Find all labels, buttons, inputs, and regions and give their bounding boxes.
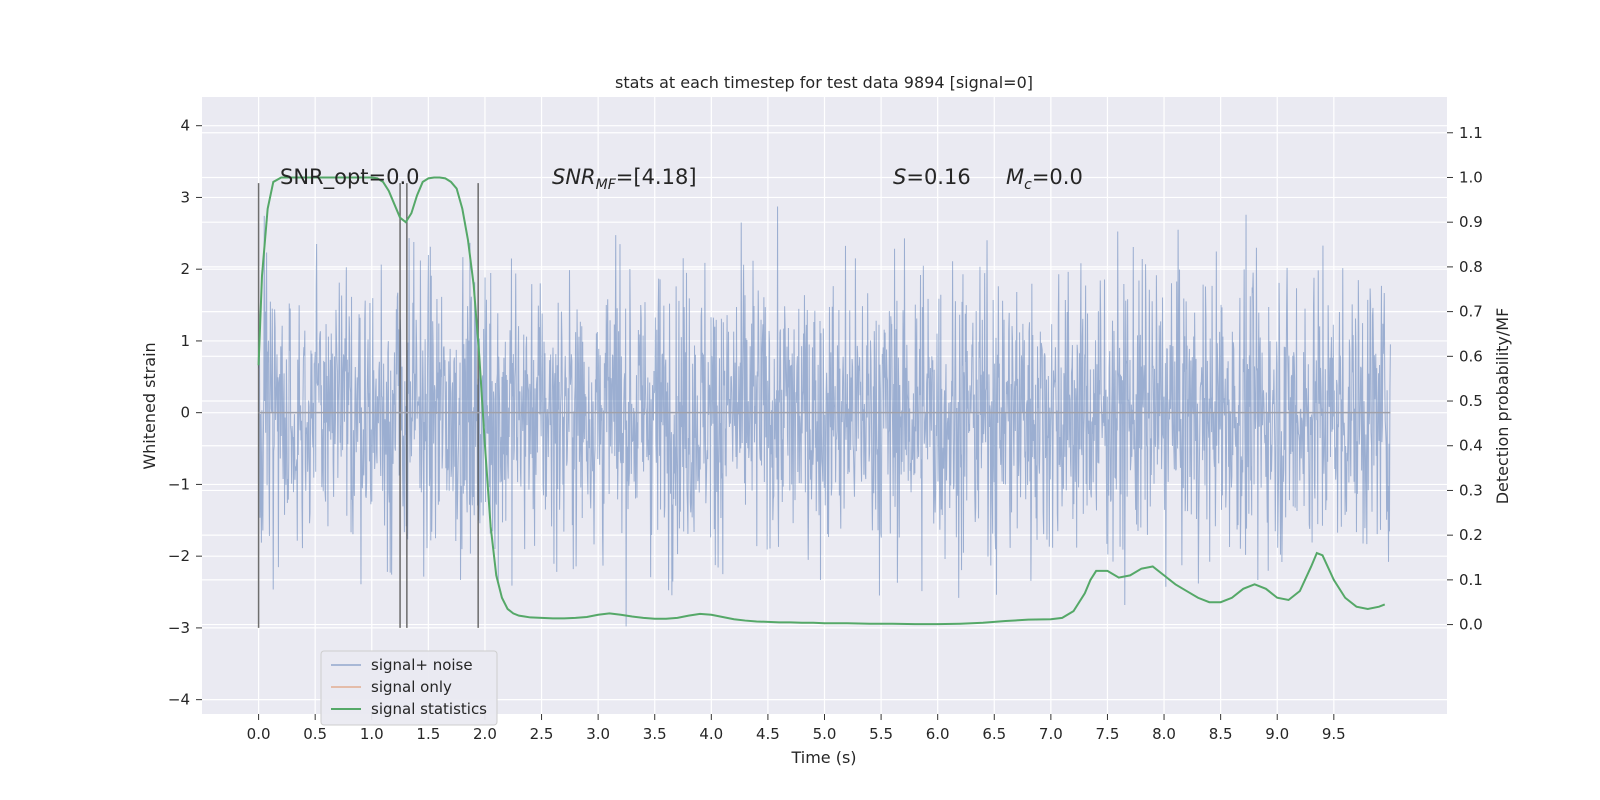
y-tick-label-left: 2 (180, 260, 190, 278)
x-tick-label: 0.0 (247, 725, 271, 743)
x-tick-label: 7.5 (1096, 725, 1120, 743)
x-tick-label: 2.0 (473, 725, 497, 743)
x-tick-label: 6.5 (982, 725, 1006, 743)
y-tick-label-left: −2 (168, 547, 190, 565)
annotation-s: S=0.16 (893, 165, 971, 189)
y-axis-title-left: Whitened strain (140, 342, 159, 469)
s-label: S (893, 165, 906, 189)
x-tick-label: 5.0 (813, 725, 837, 743)
snr-mf-base: SNR (552, 165, 596, 189)
y-tick-label-right: 0.2 (1459, 526, 1483, 544)
x-tick-label: 3.0 (586, 725, 610, 743)
axis-ticks: 0.0 0.5 1.0 1.5 2.0 2.5 3.0 3.5 4.0 4.5 5.0 5.5 6.0 6… (168, 117, 1483, 743)
x-axis-title: Time (s) (790, 748, 856, 767)
y-tick-label-left: 0 (180, 404, 190, 422)
y-tick-label-right: 0.3 (1459, 481, 1483, 499)
legend-label-noise: signal+ noise (371, 656, 473, 674)
y-tick-label-right: 0.5 (1459, 392, 1483, 410)
annotation-mc: Mc=0.0 (1006, 165, 1083, 193)
s-value: =0.16 (906, 165, 970, 189)
legend-label-signal-only: signal only (371, 678, 452, 696)
x-tick-label: 3.5 (643, 725, 667, 743)
mc-base: M (1006, 165, 1024, 189)
y-tick-label-left: −3 (168, 619, 190, 637)
x-tick-label: 6.0 (926, 725, 950, 743)
legend-box (320, 650, 498, 726)
x-tick-label: 5.5 (869, 725, 893, 743)
x-tick-label: 7.0 (1039, 725, 1063, 743)
y-tick-label-right: 0.1 (1459, 571, 1483, 589)
y-tick-label-right: 0.9 (1459, 213, 1483, 231)
x-tick-label: 4.5 (756, 725, 780, 743)
y-tick-label-left: 1 (180, 332, 190, 350)
x-tick-label: 9.0 (1265, 725, 1289, 743)
y-tick-label-right: 0.7 (1459, 303, 1483, 321)
y-tick-label-right: 1.1 (1459, 124, 1483, 142)
statistics-line (257, 176, 1386, 626)
y-tick-label-left: 3 (180, 188, 190, 206)
x-tick-label: 8.5 (1209, 725, 1233, 743)
legend-label-statistics: signal statistics (371, 700, 487, 718)
x-tick-label: 0.5 (303, 725, 327, 743)
legend: signal+ noise signal only signal statist… (320, 650, 498, 726)
y-tick-label-right: 0.6 (1459, 347, 1483, 365)
x-tick-label: 1.0 (360, 725, 384, 743)
chart-title: stats at each timestep for test data 989… (615, 73, 1033, 92)
mc-value: =0.0 (1032, 165, 1083, 189)
y-tick-label-left: −4 (168, 691, 190, 709)
signal-noise-series (258, 206, 1391, 627)
signal-statistics-series (257, 176, 1386, 626)
x-tick-label: 1.5 (416, 725, 440, 743)
x-tick-label: 9.5 (1322, 725, 1346, 743)
y-tick-label-right: 0.4 (1459, 437, 1483, 455)
snr-mf-value: =[4.18] (616, 165, 697, 189)
y-axis-title-right: Detection probability/MF (1493, 308, 1512, 505)
y-tick-label-left: 4 (180, 117, 190, 135)
y-tick-label-right: 0.8 (1459, 258, 1483, 276)
x-tick-label: 8.0 (1152, 725, 1176, 743)
y-tick-label-right: 0.0 (1459, 616, 1483, 634)
mc-sub: c (1024, 177, 1032, 193)
vertical-markers (257, 183, 479, 628)
annotation-snr-mf: SNRMF=[4.18] (552, 165, 697, 193)
annotation-snr-opt: SNR_opt=0.0 (280, 165, 420, 190)
y-tick-label-left: −1 (168, 475, 190, 493)
x-tick-label: 2.5 (530, 725, 554, 743)
y-tick-label-right: 1.0 (1459, 168, 1483, 186)
noise-line (258, 206, 1391, 627)
x-tick-label: 4.0 (699, 725, 723, 743)
snr-mf-sub: MF (596, 177, 617, 193)
